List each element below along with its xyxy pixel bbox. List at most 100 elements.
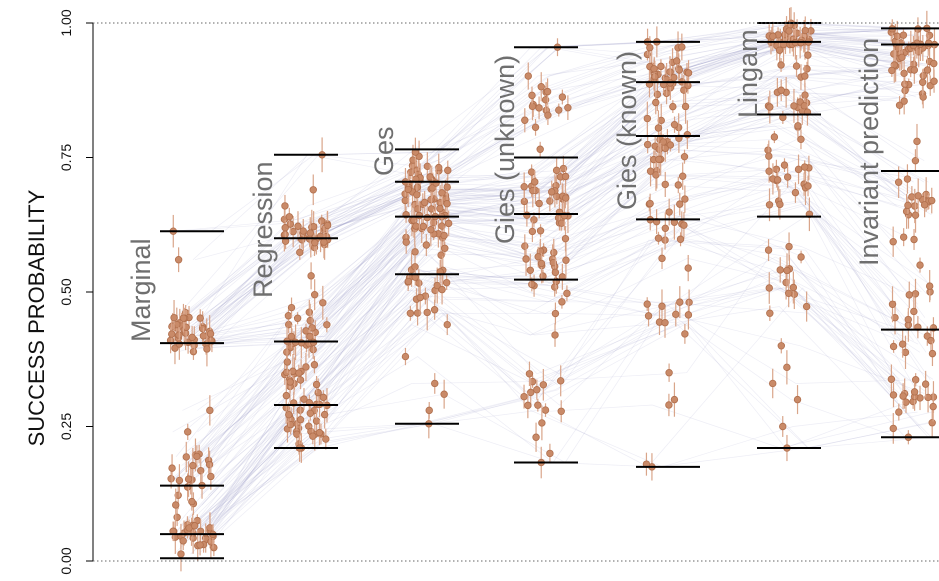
data-point <box>284 312 293 320</box>
data-point <box>676 235 685 243</box>
data-point <box>413 309 422 317</box>
data-point <box>440 390 448 398</box>
data-point <box>684 264 692 272</box>
data-point <box>904 315 912 324</box>
data-point <box>442 278 451 287</box>
data-point <box>207 472 215 481</box>
data-point <box>804 182 812 190</box>
data-point <box>910 388 919 396</box>
data-point <box>764 246 773 254</box>
data-point <box>524 72 532 80</box>
data-point <box>551 309 560 318</box>
data-point <box>785 242 793 251</box>
data-point <box>659 138 667 146</box>
method-label: Marginal <box>126 238 156 342</box>
data-point <box>685 298 693 307</box>
data-point <box>521 242 529 250</box>
data-point <box>312 380 321 389</box>
data-point <box>444 219 453 228</box>
data-point <box>783 363 791 372</box>
data-point <box>651 72 659 81</box>
connector-line <box>206 75 907 342</box>
data-point <box>188 497 196 506</box>
data-point <box>777 61 785 69</box>
data-point <box>524 401 532 410</box>
data-point <box>899 31 908 39</box>
data-point <box>764 146 772 154</box>
data-point <box>520 392 528 401</box>
data-point <box>550 248 558 257</box>
data-point <box>776 266 784 274</box>
data-point <box>563 289 571 298</box>
data-point <box>673 57 681 65</box>
connector-line <box>199 254 898 496</box>
data-point <box>416 293 424 302</box>
data-point <box>652 171 660 179</box>
data-point <box>414 205 422 213</box>
data-point <box>443 183 451 191</box>
data-point <box>665 401 673 409</box>
data-point <box>541 406 550 414</box>
data-point <box>319 393 328 402</box>
data-point <box>904 201 912 210</box>
data-point <box>528 91 536 100</box>
data-point <box>558 93 567 101</box>
data-point <box>203 345 211 353</box>
data-point <box>765 167 773 175</box>
data-point <box>314 388 322 397</box>
data-point <box>306 229 314 237</box>
data-point <box>766 309 774 317</box>
data-point <box>527 168 536 176</box>
data-point <box>924 393 932 402</box>
connector-line <box>187 315 925 532</box>
data-point <box>680 221 688 229</box>
data-point <box>658 254 666 263</box>
data-point <box>551 331 559 339</box>
data-point <box>296 376 305 384</box>
y-tick-label: 0.75 <box>58 144 74 171</box>
data-point <box>800 163 809 171</box>
data-point <box>929 402 937 411</box>
data-point <box>903 175 912 183</box>
data-point <box>666 141 675 149</box>
data-point <box>770 133 779 141</box>
data-point <box>893 32 901 40</box>
data-point <box>678 43 686 51</box>
data-point <box>174 256 183 264</box>
data-point <box>168 464 176 472</box>
data-point <box>910 235 918 244</box>
data-point <box>404 185 412 194</box>
data-point <box>311 239 319 247</box>
data-point <box>683 130 692 139</box>
data-point <box>520 182 528 191</box>
data-point <box>182 453 190 461</box>
data-point <box>911 376 920 384</box>
data-point <box>888 300 897 308</box>
data-point <box>167 475 175 483</box>
data-point <box>643 114 652 123</box>
data-point <box>654 124 663 132</box>
data-point <box>537 83 545 91</box>
data-point <box>179 537 187 545</box>
connector-line <box>207 237 910 481</box>
data-point <box>919 72 927 80</box>
data-point <box>415 279 423 287</box>
data-point <box>655 155 663 164</box>
method-label: Lingam <box>733 29 763 118</box>
data-point <box>409 156 417 164</box>
data-point <box>281 202 289 210</box>
data-point <box>910 66 919 74</box>
connector-line <box>182 70 896 411</box>
data-point <box>287 303 296 312</box>
data-point <box>430 306 439 314</box>
connector-line <box>181 54 917 526</box>
data-point <box>196 314 204 322</box>
data-point <box>168 330 176 338</box>
data-point <box>411 248 419 256</box>
data-point <box>909 41 918 50</box>
data-point <box>769 379 777 388</box>
data-point <box>561 172 570 181</box>
data-point <box>801 26 809 35</box>
data-point <box>318 217 326 225</box>
data-point <box>684 69 693 77</box>
